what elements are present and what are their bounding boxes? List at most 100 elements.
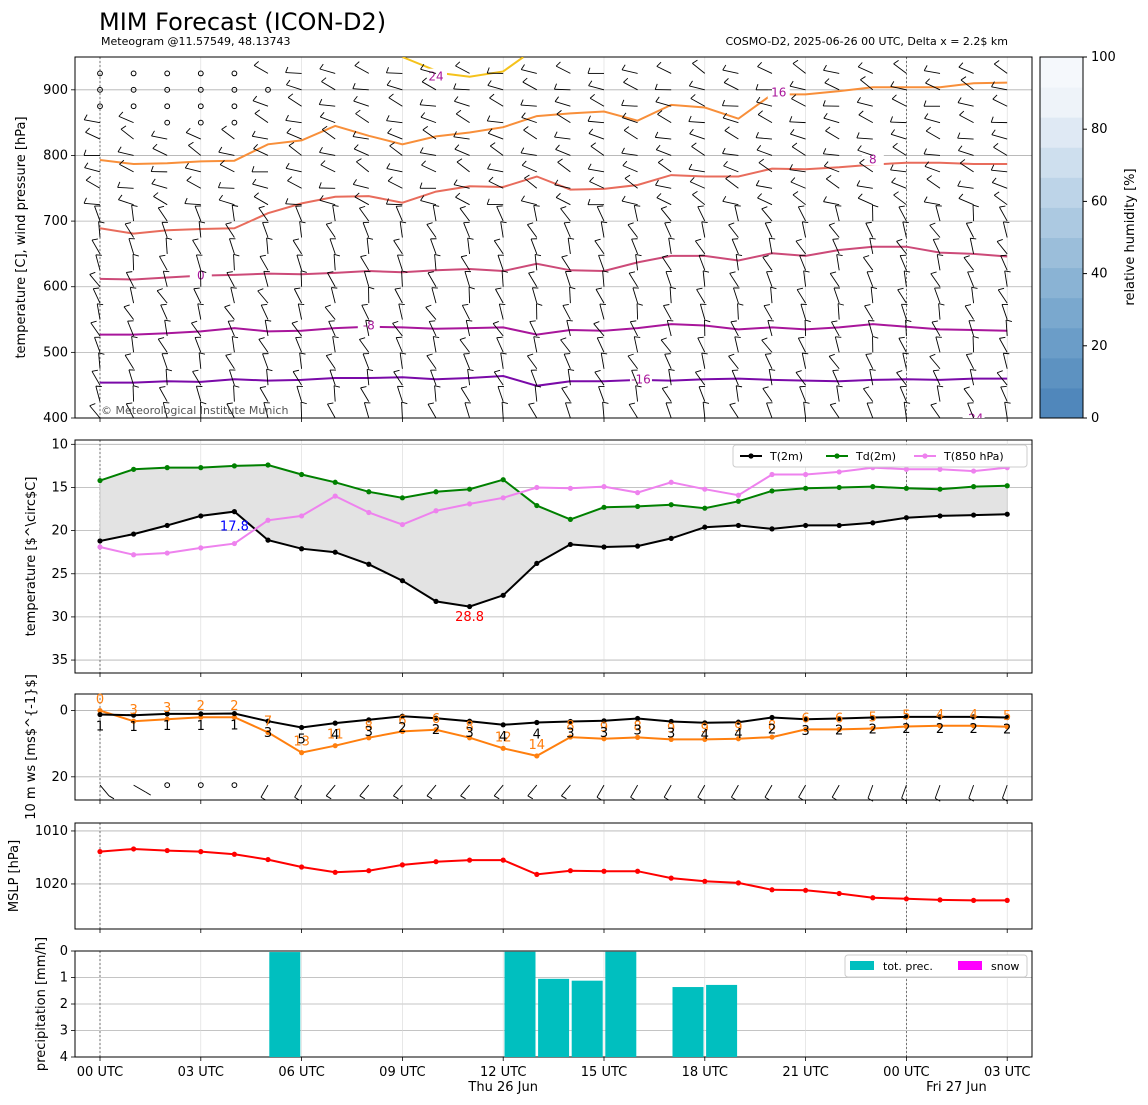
wind-barb (958, 193, 964, 199)
wind-barb (867, 320, 874, 337)
wind-barb (957, 185, 974, 189)
wind-barb (385, 67, 389, 74)
wind-barb (263, 271, 269, 287)
wind-barb (590, 145, 605, 156)
wind-barb (892, 142, 898, 148)
wind-barb (152, 143, 158, 149)
wind-barb (359, 205, 366, 209)
wind-barb (991, 81, 995, 87)
wind-barb (566, 319, 573, 322)
wind-barb (319, 112, 325, 118)
wind-barb (158, 205, 165, 209)
wind-barb (655, 101, 672, 107)
wind-barb (689, 133, 705, 140)
wind-barb (931, 321, 941, 337)
wind-barb (530, 238, 538, 255)
wind-barb (834, 205, 840, 222)
wind-barb (185, 167, 201, 173)
wind-barb (832, 239, 840, 255)
wind-barb (698, 386, 706, 402)
panel-frame (74, 439, 1033, 674)
wind-barb (352, 131, 357, 137)
wind-barb (459, 339, 470, 353)
wind-barb (692, 194, 706, 206)
series-point (971, 484, 977, 490)
wind-barb (327, 271, 334, 274)
isotherm-line (99, 245, 1008, 281)
wind-barb (521, 160, 527, 166)
wind-barb (857, 149, 873, 156)
wind-barb (132, 385, 139, 388)
series-point (1004, 511, 1010, 517)
mean-value-label: 3 (633, 724, 641, 739)
wind-barb (421, 77, 427, 83)
wind-barb (596, 796, 603, 801)
gust-value-label: 0 (96, 693, 104, 708)
wind-barb (388, 93, 394, 99)
gust-value-label: 9 (734, 721, 742, 736)
wind-barb (997, 289, 1008, 304)
wind-barb (905, 319, 907, 336)
wind-barb (560, 337, 567, 341)
wind-barb-group (83, 59, 1012, 418)
calm-wind-marker (265, 86, 271, 93)
colorbar-tick-label: 0 (1091, 411, 1099, 426)
wind-barb (467, 237, 471, 254)
wind-barb (217, 181, 221, 188)
wind-barb (521, 117, 537, 124)
wind-barb (360, 256, 370, 271)
wind-barb (865, 354, 874, 369)
wind-barb (924, 153, 941, 156)
series-point (870, 725, 876, 732)
gust-value-label: 14 (529, 738, 546, 753)
wind-barb (588, 120, 605, 124)
wind-barb (893, 194, 907, 206)
wind-barb (97, 303, 104, 306)
wind-barb (165, 237, 168, 254)
isotherm-line (402, 57, 524, 78)
wind-barb (630, 796, 636, 801)
wind-barb (233, 253, 240, 257)
wind-barb (622, 160, 628, 166)
wind-barb (194, 337, 202, 353)
wind-barb (420, 64, 425, 70)
wind-barb (498, 303, 504, 320)
wind-barb (972, 205, 975, 222)
y-tick-label: 25 (51, 567, 68, 582)
wind-barb (198, 221, 202, 238)
wind-barb (904, 401, 911, 404)
wind-barb (890, 81, 895, 87)
wind-barb (319, 146, 323, 153)
wind-barb (898, 206, 907, 222)
wind-barb (724, 126, 730, 131)
wind-barb (253, 65, 269, 74)
wind-barb (294, 796, 300, 801)
wind-barb (565, 271, 571, 287)
wind-barb (165, 237, 172, 240)
wind-barb (263, 402, 269, 418)
series-line (99, 463, 1008, 521)
wind-barb (622, 117, 638, 124)
wind-barb (925, 130, 941, 140)
wind-barb (568, 368, 575, 371)
gust-value-label: 6 (835, 711, 843, 726)
series-point (231, 851, 237, 857)
wind-barb (728, 353, 735, 357)
series-point (500, 857, 506, 863)
precip-bar (269, 952, 301, 1057)
wind-barb (869, 369, 876, 371)
wind-barb (734, 336, 739, 353)
wind-barb (91, 238, 98, 241)
series-point (870, 484, 876, 490)
series-point (164, 711, 170, 717)
wind-barb (496, 336, 503, 339)
wind-barb (533, 336, 538, 353)
series-point (97, 538, 103, 544)
wind-barb (489, 145, 504, 156)
calm-wind-marker (164, 782, 171, 788)
wind-barb (932, 370, 941, 386)
wind-barb (923, 65, 928, 71)
wind-barb (623, 126, 630, 131)
calm-wind-marker (197, 103, 204, 110)
